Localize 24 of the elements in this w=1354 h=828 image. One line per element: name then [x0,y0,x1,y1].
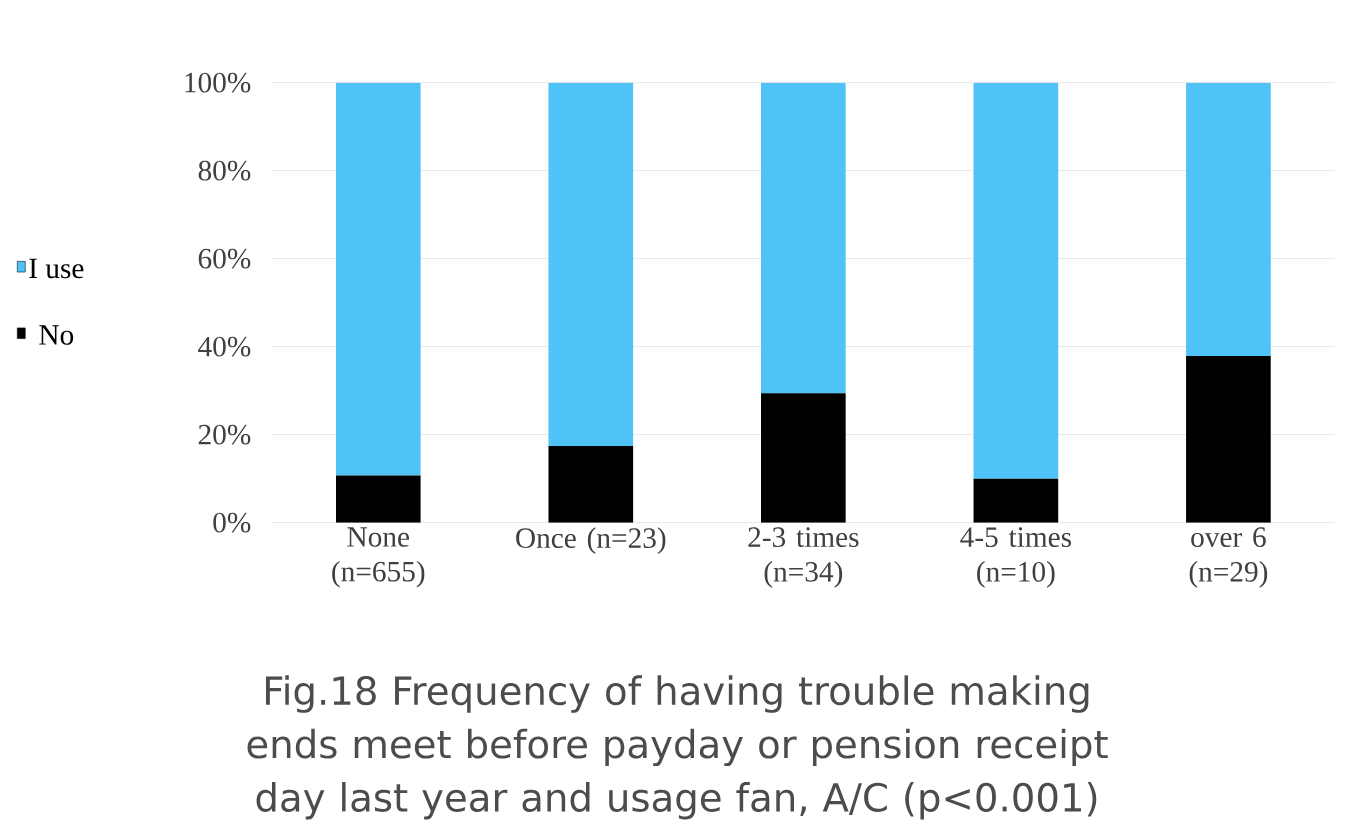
y-tick-label: 0% [213,512,251,533]
bar [1186,82,1271,356]
y-tick-label: 100% [185,72,251,93]
bar [1186,355,1271,523]
x-tick-label: 4-5 times (n=10) [960,527,1072,588]
bar [548,82,634,447]
x-tick-label: over 6 (n=29) [1189,527,1268,588]
bar [761,393,846,523]
x-tick-label: None (n=655) [332,527,425,588]
bar [335,82,421,476]
bar [335,475,421,523]
y-tick-label: 40% [198,336,251,357]
y-tick-label: 20% [198,424,251,445]
bar [973,82,1059,479]
bar [761,82,846,394]
y-tick-label: 60% [198,248,251,269]
x-tick-label: 2-3 times (n=34) [748,527,859,588]
legend-label: No [39,325,74,345]
bar [973,478,1059,523]
y-tick-label: 80% [198,160,251,181]
legend-label: I use [29,258,84,279]
x-tick-label: Once (n=23) [516,527,666,554]
bar [548,446,634,523]
text: Fig.18 Frequency of having trouble making ends meet before payday or pension receipt day last year and usage fan, A/C (p<0.001) [247,675,1108,820]
